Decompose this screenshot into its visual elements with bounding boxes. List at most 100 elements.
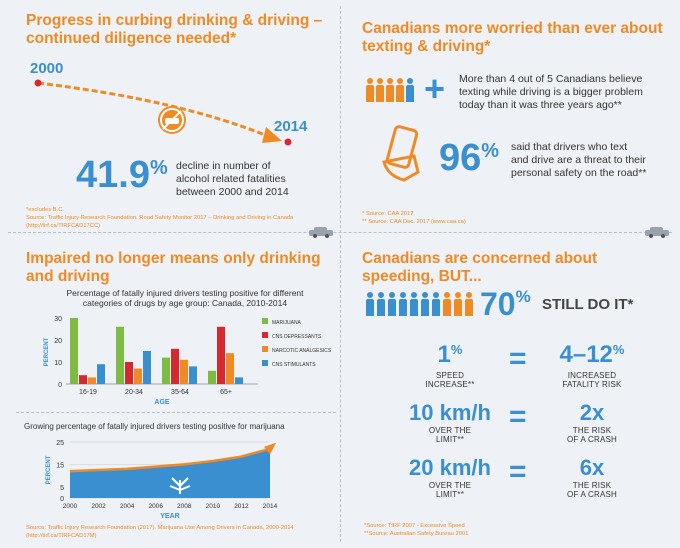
person-icon <box>386 78 394 102</box>
vertical-divider <box>340 6 341 542</box>
chart2-title: Growing percentage of fatally injured dr… <box>24 422 285 431</box>
person-icon <box>432 292 440 316</box>
equals-sign: = <box>509 342 527 375</box>
bar <box>180 359 188 384</box>
section-title: Canadians are concerned about speeding, … <box>362 250 598 285</box>
legend-swatch <box>262 332 268 338</box>
section-title: Impaired no longer means only drinking a… <box>26 250 321 285</box>
legend-label: NARCOTIC ANALGESICS <box>272 348 332 354</box>
legend-label: MARIJUANA <box>272 320 302 326</box>
person-icon <box>421 292 429 316</box>
y-axis-label: PERCENT <box>44 337 50 366</box>
plus-icon: + <box>424 68 446 109</box>
trend-line <box>69 447 271 473</box>
section-title: Canadians more worried than ever about t… <box>362 20 663 55</box>
y-tick-label: 0 <box>60 496 64 503</box>
person-icon <box>396 78 404 102</box>
bar <box>70 318 78 384</box>
no-drink-driving-icon <box>158 106 186 134</box>
decline-description: decline in number of alcohol related fat… <box>176 160 289 198</box>
x-tick-label: 2006 <box>148 503 163 510</box>
equals-sign: = <box>509 455 527 488</box>
x-tick-label: 2008 <box>177 503 192 510</box>
x-tick-label: 2004 <box>120 503 135 510</box>
legend-swatch <box>262 346 268 352</box>
still-do-it: STILL DO IT* <box>542 296 634 313</box>
x-tick-label: 2002 <box>91 503 106 510</box>
y-tick-label: 20 <box>54 338 62 345</box>
y-tick-label: 30 <box>54 316 62 323</box>
phone-hand-icon <box>382 125 420 182</box>
x-axis-label: YEAR <box>160 513 179 520</box>
fatality-risk-stat: 4–12% INCREASED FATALITY RISK <box>559 341 625 390</box>
chart-divider <box>16 412 336 413</box>
year-end: 2014 <box>274 118 308 135</box>
20kmh-over-stat: 20 km/h OVER THE LIMIT** <box>409 455 491 499</box>
texting-fact-2: said that drivers who text and drive are… <box>511 141 647 179</box>
person-icon <box>377 292 385 316</box>
person-icon <box>410 292 418 316</box>
bar <box>134 368 142 384</box>
y-tick-label: 5 <box>60 485 64 492</box>
bar <box>79 375 87 384</box>
x-tick-label: 2010 <box>206 503 221 510</box>
source-note: Source: Traffic Injury Research Foundati… <box>26 525 294 539</box>
legend-swatch <box>262 318 268 324</box>
bar <box>116 326 124 384</box>
bar <box>171 348 179 384</box>
bar <box>226 353 234 384</box>
trend-arrowhead <box>264 442 276 455</box>
drug-category-bar-chart: 0 10 20 30 PERCENT 16-19 20-34 35-64 65+ AGE MARIJ… <box>44 316 332 406</box>
decline-arrow <box>34 79 292 146</box>
chart1-title: Percentage of fatally injured drivers te… <box>66 288 304 308</box>
y-tick-label: 15 <box>56 462 64 469</box>
crash-risk-2x-stat: 2x THE RISK OF A CRASH <box>566 400 617 444</box>
crash-risk-6x-stat: 6x THE RISK OF A CRASH <box>566 455 617 499</box>
people-icons-4-of-5 <box>366 78 446 104</box>
person-icon <box>366 78 374 102</box>
source-note: *Source: TIRF 2007 - Excessive Speed **S… <box>364 523 469 537</box>
person-icon <box>406 78 414 102</box>
legend-swatch <box>262 360 268 366</box>
bar <box>97 364 105 384</box>
threat-stat: 96% <box>439 137 500 179</box>
bar <box>88 377 96 384</box>
10kmh-over-stat: 10 km/h OVER THE LIMIT** <box>409 400 491 444</box>
x-tick-label: 16-19 <box>79 389 97 396</box>
marijuana-leaf-icon <box>169 477 191 494</box>
x-tick-label: 65+ <box>220 389 232 396</box>
source-note: * Source: CAA 2017 ** Source: CAA Dec. 2… <box>362 211 466 225</box>
source-note: *excludes B.C. Source: Traffic Injury Re… <box>26 207 294 229</box>
speeding-stat: 70% <box>480 286 531 322</box>
bar <box>189 366 197 384</box>
x-tick-label: 2014 <box>263 503 278 510</box>
x-tick-label: 2012 <box>234 503 249 510</box>
y-tick-label: 25 <box>56 440 64 447</box>
x-tick-label: 20-34 <box>125 389 143 396</box>
person-icon <box>454 292 462 316</box>
bar <box>143 351 151 384</box>
x-tick-label: 2000 <box>63 503 78 510</box>
y-tick-label: 0 <box>58 382 62 389</box>
decline-stat: 41.9% <box>76 154 168 196</box>
bar <box>235 377 243 384</box>
person-icon <box>376 78 384 102</box>
legend-label: CNS DEPRESSANTS <box>272 334 322 340</box>
texting-fact-1: More than 4 out of 5 Canadians believe t… <box>459 73 643 111</box>
bar <box>162 357 170 384</box>
people-icons-7-of-10 <box>366 292 478 318</box>
person-icon <box>465 292 473 316</box>
bar <box>217 326 225 384</box>
horizontal-divider <box>8 232 672 233</box>
bar <box>125 362 133 384</box>
person-icon <box>388 292 396 316</box>
person-icon <box>399 292 407 316</box>
section-title: Progress in curbing drinking & driving –… <box>26 12 323 47</box>
speed-increase-stat: 1% SPEED INCREASE** <box>425 341 475 390</box>
person-icon <box>443 292 451 316</box>
x-tick-label: 35-64 <box>171 389 189 396</box>
y-tick-label: 10 <box>54 360 62 367</box>
y-axis-label: PERCENT <box>46 455 52 484</box>
car-icon <box>645 227 669 238</box>
equals-sign: = <box>509 400 527 433</box>
